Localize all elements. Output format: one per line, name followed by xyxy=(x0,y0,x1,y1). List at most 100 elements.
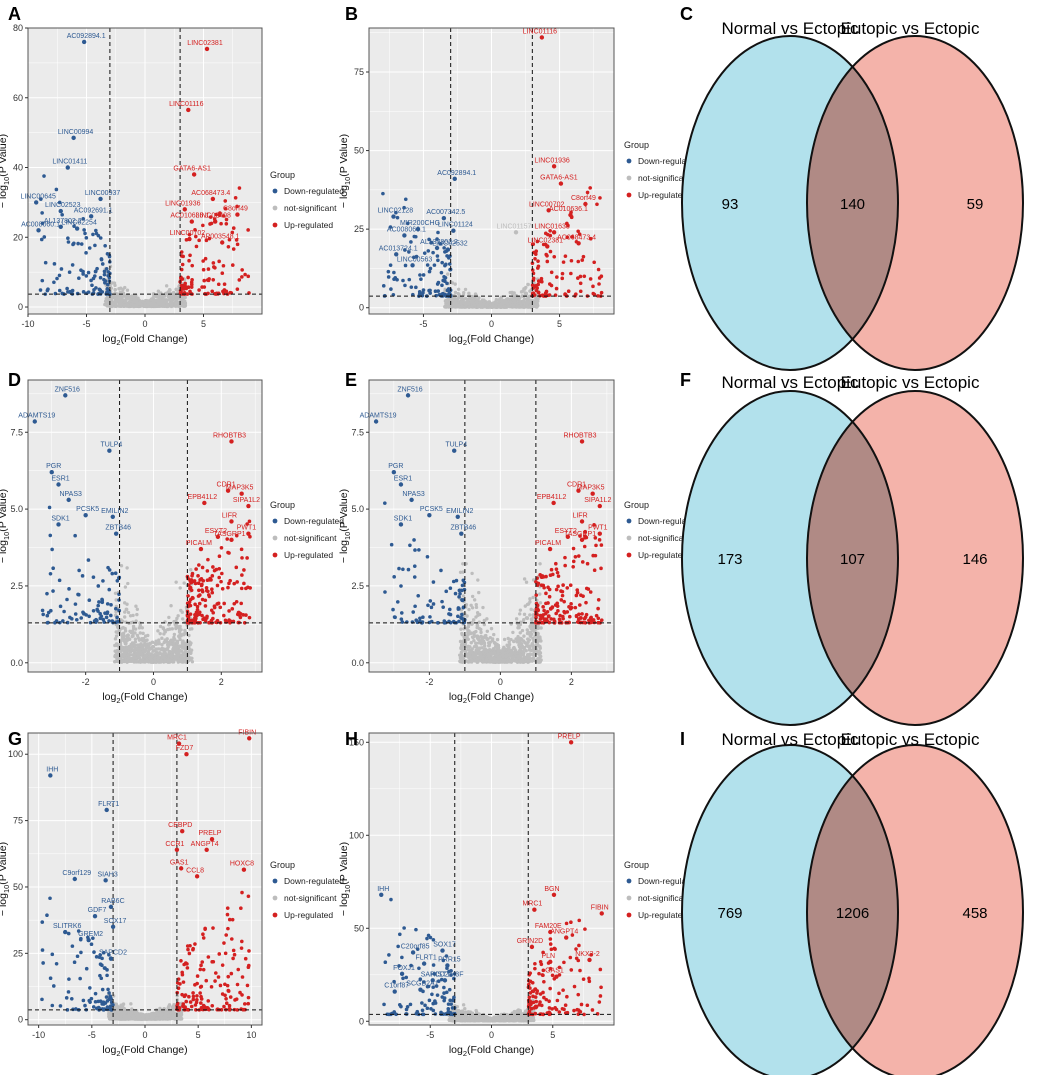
point-not-significant xyxy=(133,656,138,660)
point-up-regulated xyxy=(565,586,570,590)
point-not-significant xyxy=(492,658,496,662)
point-not-significant xyxy=(474,605,479,610)
gene-point xyxy=(81,39,87,45)
point-up-regulated xyxy=(580,560,585,564)
gene-point xyxy=(229,439,234,444)
point-not-significant xyxy=(467,631,471,635)
gene-label: AC068473.4 xyxy=(557,234,596,241)
gene-point xyxy=(246,531,251,536)
point-down-regulated xyxy=(110,619,115,623)
gene-point xyxy=(441,215,447,221)
point-not-significant xyxy=(538,636,542,641)
point-not-significant xyxy=(174,294,179,299)
point-up-regulated xyxy=(584,600,588,605)
point-down-regulated xyxy=(106,270,111,274)
point-not-significant xyxy=(460,301,465,305)
point-not-significant xyxy=(182,581,186,585)
point-up-regulated xyxy=(188,603,193,608)
point-up-regulated xyxy=(224,217,229,222)
gene-point xyxy=(558,181,564,186)
y-tick-label: 25 xyxy=(354,224,364,234)
point-not-significant xyxy=(106,304,110,308)
point-up-regulated xyxy=(580,612,584,616)
point-down-regulated xyxy=(87,246,92,250)
y-tick-label: 0.0 xyxy=(10,658,23,668)
point-not-significant xyxy=(505,643,509,647)
gene-label: LINC01936 xyxy=(165,200,201,207)
point-up-regulated xyxy=(246,274,251,279)
point-not-significant xyxy=(494,653,499,658)
gene-point xyxy=(551,230,557,235)
point-up-regulated xyxy=(231,226,236,230)
point-up-regulated xyxy=(552,254,557,259)
point-not-significant xyxy=(164,652,168,656)
point-down-regulated xyxy=(81,610,85,615)
point-not-significant xyxy=(470,571,474,576)
gene-point xyxy=(107,448,112,453)
point-up-regulated xyxy=(544,601,548,606)
point-up-regulated xyxy=(198,593,202,597)
point-down-regulated xyxy=(52,262,57,266)
point-up-regulated xyxy=(242,568,246,572)
point-down-regulated xyxy=(43,260,48,265)
point-up-regulated xyxy=(540,574,545,578)
point-not-significant xyxy=(485,617,489,621)
gene-label: LINC02128 xyxy=(378,208,414,215)
x-axis-title: log2(Fold Change) xyxy=(102,691,187,705)
gene-point xyxy=(220,240,225,245)
point-not-significant xyxy=(143,304,147,308)
point-down-regulated xyxy=(94,269,98,274)
point-up-regulated xyxy=(214,567,219,572)
legend-swatch xyxy=(626,158,632,164)
point-up-regulated xyxy=(571,559,576,564)
point-not-significant xyxy=(113,302,118,306)
point-up-regulated xyxy=(206,557,210,562)
point-not-significant xyxy=(115,295,119,300)
point-up-regulated xyxy=(200,613,204,618)
point-up-regulated xyxy=(190,571,195,576)
gene-label: AC010636.1 xyxy=(170,213,209,220)
gene-point xyxy=(579,439,585,444)
gene-point xyxy=(427,513,432,518)
point-down-regulated xyxy=(105,282,110,287)
point-up-regulated xyxy=(234,599,239,604)
point-not-significant xyxy=(188,642,192,647)
gene-label: LIFR xyxy=(222,512,237,519)
point-not-significant xyxy=(518,608,523,612)
point-down-regulated xyxy=(399,584,403,588)
gene-label: ADAMTS19 xyxy=(360,412,397,419)
x-axis-title: log2(Fold Change) xyxy=(449,333,534,347)
point-not-significant xyxy=(125,566,129,570)
point-not-significant xyxy=(165,299,169,303)
point-not-significant xyxy=(467,293,471,298)
point-not-significant xyxy=(130,658,134,663)
point-up-regulated xyxy=(231,247,236,251)
x-tick-label: 2 xyxy=(219,677,224,687)
point-not-significant xyxy=(138,302,143,306)
point-up-regulated xyxy=(560,276,565,281)
point-not-significant xyxy=(183,302,187,307)
point-down-regulated xyxy=(87,598,92,603)
point-down-regulated xyxy=(61,619,65,623)
point-not-significant xyxy=(517,643,521,647)
point-not-significant xyxy=(113,288,117,292)
point-up-regulated xyxy=(238,615,243,620)
point-not-significant xyxy=(501,654,506,659)
point-down-regulated xyxy=(443,279,447,283)
point-up-regulated xyxy=(222,288,227,292)
point-not-significant xyxy=(176,659,180,663)
point-up-regulated xyxy=(599,290,604,295)
point-up-regulated xyxy=(598,196,602,200)
point-not-significant xyxy=(498,649,502,653)
point-down-regulated xyxy=(428,615,432,619)
point-down-regulated xyxy=(445,254,449,258)
point-down-regulated xyxy=(409,240,413,244)
point-up-regulated xyxy=(206,593,211,597)
point-not-significant xyxy=(140,647,144,651)
gene-point xyxy=(402,233,407,238)
point-down-regulated xyxy=(41,612,45,617)
gene-label: GATA6-AS1 xyxy=(173,165,211,172)
gene-point xyxy=(74,226,80,231)
point-down-regulated xyxy=(441,605,445,609)
